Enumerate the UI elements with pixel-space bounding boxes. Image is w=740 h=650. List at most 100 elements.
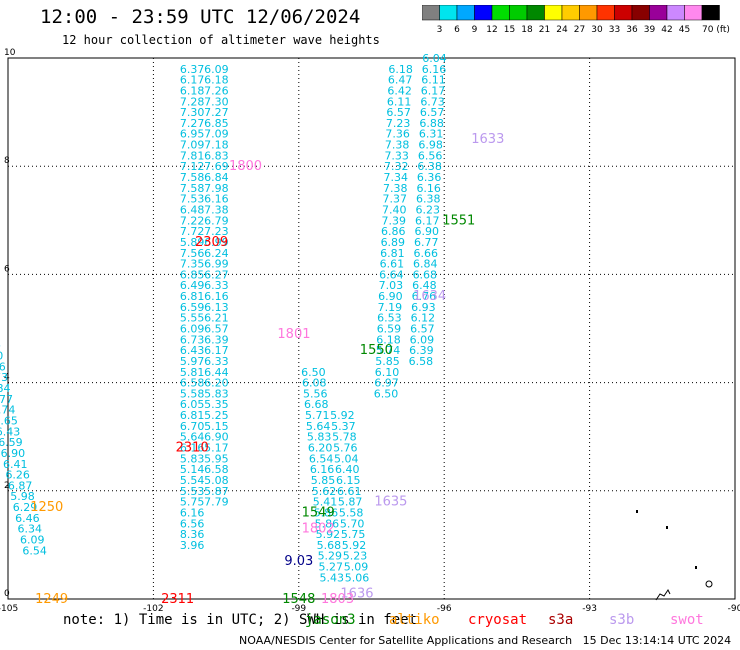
colorbar-label: 70 (ft)	[702, 25, 730, 35]
wave-height-value: 6.39	[409, 344, 434, 357]
wave-height-value: 5.76	[333, 442, 358, 455]
wave-height-value: 5.70	[340, 517, 365, 530]
wave-height-value: 6.20	[308, 442, 333, 455]
pass-time-label: 1802	[302, 522, 335, 537]
wave-height-value: 6.73	[180, 333, 205, 346]
colorbar-label: 15	[504, 25, 515, 35]
wave-height-value: 5.58	[180, 387, 205, 400]
island-marker	[695, 566, 697, 569]
wave-height-value: 7.30	[204, 95, 229, 108]
wave-height-value: 6.65	[0, 414, 18, 427]
colorbar-label: 24	[556, 25, 568, 35]
wave-height-value: 6.57	[386, 106, 411, 119]
wave-height-value: 7.37	[383, 193, 408, 206]
wave-height-value: 7.40	[382, 203, 407, 216]
wave-height-value: 5.55	[180, 312, 205, 325]
wave-height-value: 6.90	[378, 290, 403, 303]
wave-height-value: 6.41	[3, 458, 28, 471]
wave-height-value: 6.90	[1, 447, 26, 460]
wave-height-value: 6.38	[416, 193, 441, 206]
wave-height-value: 6.21	[204, 312, 229, 325]
wave-height-value: 7.98	[204, 182, 229, 195]
wave-height-value: 6.81	[180, 409, 205, 422]
wave-height-value: 6.73	[0, 371, 8, 384]
wave-height-value: 6.17	[180, 74, 205, 87]
legend-item-cryosat: cryosat	[468, 612, 528, 628]
wave-height-value: 7.58	[180, 171, 205, 184]
wave-height-value: 7.38	[204, 203, 229, 216]
wave-height-value: 6.57	[204, 323, 229, 336]
wave-height-value: 7.35	[180, 258, 205, 271]
pass-time-label: 1635	[374, 495, 407, 510]
map-subtitle: 12 hour collection of altimeter wave hei…	[62, 33, 380, 47]
wave-height-value: 5.87	[338, 496, 363, 509]
wave-height-value: 7.79	[204, 496, 229, 509]
wave-height-value: 6.93	[411, 301, 436, 314]
wave-height-value: 5.64	[180, 431, 205, 444]
x-tick-label: -90	[728, 604, 740, 614]
wave-height-value: 6.89	[381, 236, 406, 249]
wave-height-value: 5.92	[330, 409, 355, 422]
wave-height-value: 6.70	[180, 420, 205, 433]
legend-item-altiko: altiko	[389, 612, 440, 628]
wave-height-value: 7.33	[384, 149, 409, 162]
wave-height-value: 5.68	[317, 539, 342, 552]
footer-credit: NOAA/NESDIS Center for Satellite Applica…	[239, 634, 732, 647]
wave-height-value: 6.39	[204, 333, 229, 346]
wave-height-value: 5.08	[204, 474, 229, 487]
wave-height-value: 6.11	[387, 95, 412, 108]
wave-height-value: 6.16	[180, 442, 205, 455]
pass-time-label: 1549	[302, 505, 335, 520]
wave-height-value: 6.13	[204, 301, 229, 314]
wave-height-value: 5.62	[312, 485, 337, 498]
y-tick-label: 10	[4, 48, 16, 58]
wave-height-value: 7.23	[204, 225, 229, 238]
wave-height-value: 6.50	[374, 387, 399, 400]
wave-height-value: 7.32	[384, 160, 409, 173]
y-tick-label: 4	[4, 373, 10, 383]
x-tick-label: -102	[143, 604, 163, 614]
wave-height-value: 6.74	[0, 404, 15, 417]
wave-height-value: 6.18	[204, 74, 229, 87]
wave-height-value: 6.61	[380, 258, 405, 271]
colorbar-label: 21	[539, 25, 550, 35]
wave-height-value: 5.23	[343, 550, 368, 563]
wave-height-value: 5.04	[334, 452, 359, 465]
colorbar-swatch	[701, 5, 720, 21]
wave-height-value: 7.56	[180, 247, 205, 260]
wave-height-value: 6.31	[419, 128, 444, 141]
wave-height-value: 6.57	[410, 323, 435, 336]
colorbar: 3 6 9 12 15 18 21 24 27 30 33 36 39 42 45 70 (ft)	[422, 5, 730, 35]
wave-height-value: 5.71	[305, 409, 330, 422]
wave-height-value: 6.68	[304, 398, 329, 411]
wave-height-value: 6.59	[180, 301, 205, 314]
wave-height-value: 6.99	[204, 258, 229, 271]
wave-height-value: 6.17	[204, 344, 229, 357]
wave-height-value: 7.38	[383, 182, 408, 195]
x-tick-label: -105	[0, 604, 18, 614]
pass-time-label: 1801	[277, 327, 310, 342]
wave-height-value: 7.58	[180, 182, 205, 195]
wave-height-value: 6.76	[412, 290, 437, 303]
wave-height-value: 6.56	[418, 149, 443, 162]
wave-height-value: 6.18	[376, 333, 401, 346]
wave-height-value: 5.14	[180, 463, 205, 476]
wave-height-value: 6.11	[421, 74, 446, 87]
pass-time-label: 2309	[195, 235, 228, 250]
wave-height-value: 6.44	[204, 366, 229, 379]
wave-height-value: 6.09	[180, 323, 205, 336]
island-marker	[636, 510, 638, 513]
wave-height-value: 5.86	[315, 517, 340, 530]
wave-height-value: 7.69	[204, 160, 229, 173]
x-tick-label: -99	[291, 604, 306, 614]
wave-height-value: 6.16	[310, 463, 335, 476]
wave-height-value: 7.03	[379, 279, 404, 292]
wave-height-value: 6.84	[0, 382, 11, 395]
pass-time-label: 1249	[35, 592, 68, 607]
wave-height-value: 7.26	[0, 339, 1, 352]
wave-height-value: 5.37	[331, 420, 356, 433]
wave-height-value: 5.09	[344, 561, 369, 574]
wave-height-value: 5.87	[204, 485, 229, 498]
colorbar-label: 45	[679, 25, 690, 35]
